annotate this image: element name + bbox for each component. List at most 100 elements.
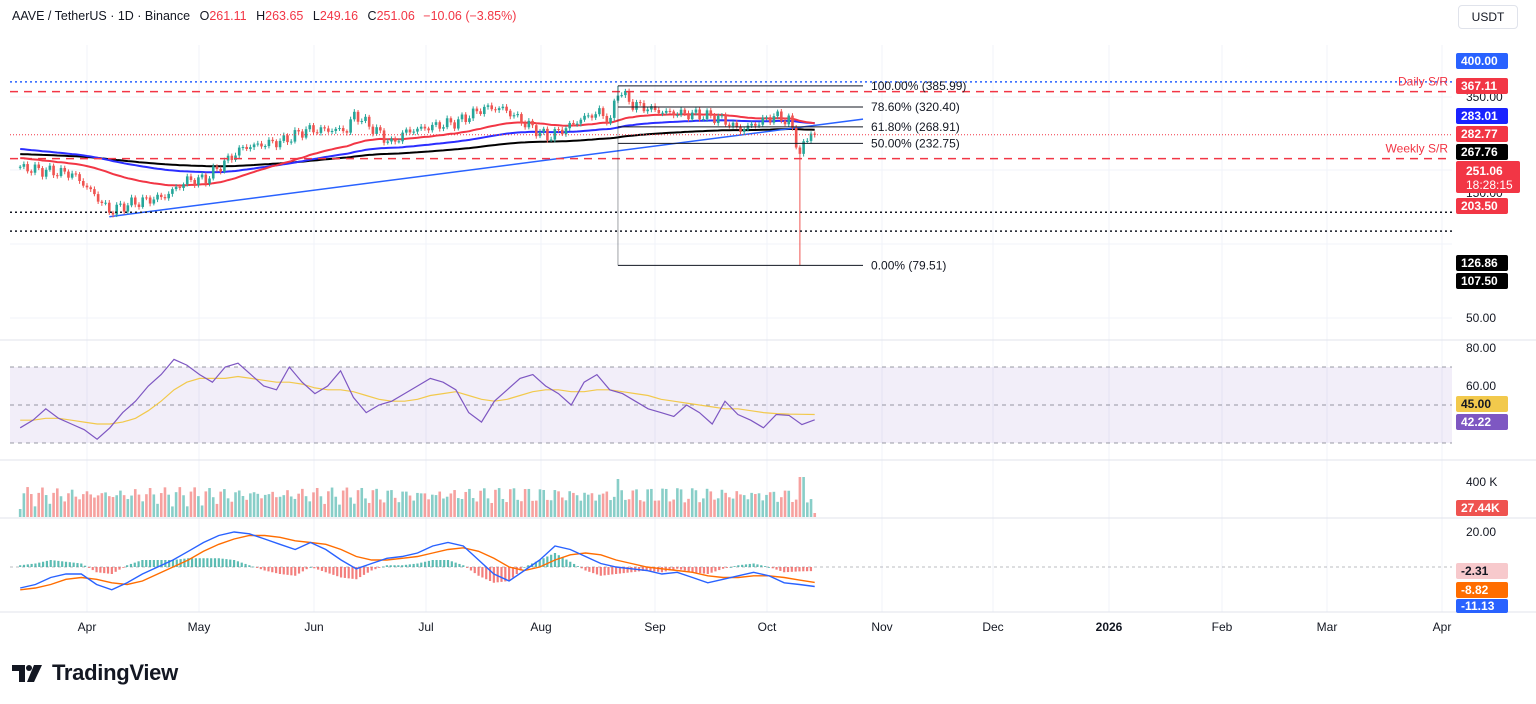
volume-bar bbox=[731, 498, 735, 517]
macd-histogram-bar bbox=[309, 567, 312, 568]
candle-body bbox=[96, 194, 100, 202]
candle-body bbox=[145, 197, 148, 199]
volume-bar bbox=[282, 495, 286, 517]
macd-histogram-bar bbox=[84, 565, 87, 567]
volume-bar bbox=[330, 487, 334, 517]
candle-body bbox=[809, 133, 813, 141]
candle-body bbox=[687, 113, 690, 120]
macd-histogram-bar bbox=[294, 567, 297, 576]
candle-body bbox=[341, 128, 345, 132]
macd-histogram-bar bbox=[317, 567, 320, 570]
candle-body bbox=[230, 155, 234, 160]
candle-body bbox=[813, 133, 817, 135]
macd-histogram-bar bbox=[229, 559, 232, 567]
volume-bar bbox=[813, 513, 817, 517]
level-126-label: 126.86 bbox=[1461, 256, 1498, 270]
candle-body bbox=[327, 128, 330, 132]
symbol-title[interactable]: AAVE / TetherUS · 1D · Binance bbox=[12, 9, 191, 23]
macd-histogram-bar bbox=[378, 567, 381, 568]
candle-body bbox=[679, 109, 683, 115]
macd-histogram-bar bbox=[702, 567, 706, 574]
macd-histogram-bar bbox=[580, 567, 583, 569]
candle-body bbox=[720, 115, 724, 117]
volume-bar bbox=[505, 502, 508, 517]
candle-body bbox=[278, 140, 282, 148]
candle-body bbox=[367, 116, 371, 127]
candle-body bbox=[497, 108, 501, 111]
volume-bar bbox=[757, 493, 761, 517]
candle-body bbox=[26, 164, 29, 172]
candle-body bbox=[263, 146, 267, 148]
macd-histogram-bar bbox=[668, 567, 671, 571]
candle-body bbox=[609, 117, 612, 124]
macd-histogram-bar bbox=[61, 561, 64, 567]
volume-axis-tick: 400 K bbox=[1466, 475, 1497, 489]
candle-body bbox=[408, 129, 412, 133]
macd-histogram-bar bbox=[469, 567, 473, 571]
candle-body bbox=[353, 111, 356, 120]
candle-body bbox=[349, 119, 352, 133]
candle-body bbox=[70, 173, 74, 178]
candle-body bbox=[501, 106, 505, 109]
candle-body bbox=[171, 189, 174, 194]
volume-bar bbox=[345, 487, 349, 517]
macd-histogram-bar bbox=[171, 560, 175, 567]
volume-bar bbox=[553, 490, 557, 517]
volume-bar bbox=[676, 488, 679, 517]
currency-button[interactable]: USDT bbox=[1458, 5, 1518, 29]
candle-body bbox=[590, 115, 594, 118]
macd-histogram-bar bbox=[370, 567, 373, 571]
volume-bar bbox=[642, 501, 646, 517]
macd-histogram-bar bbox=[748, 563, 751, 567]
macd-histogram-bar bbox=[794, 567, 797, 572]
macd-histogram-bar bbox=[523, 567, 526, 568]
candle-body bbox=[702, 119, 705, 121]
macd-histogram-bar bbox=[290, 567, 293, 576]
volume-bar bbox=[423, 493, 427, 517]
volume-bar bbox=[59, 496, 63, 517]
volume-bar bbox=[70, 489, 74, 517]
volume-bar bbox=[93, 497, 96, 517]
tradingview-logo[interactable]: TradingView bbox=[12, 660, 178, 686]
candle-body bbox=[783, 120, 787, 125]
macd-histogram-bar bbox=[733, 566, 736, 567]
x-tick-label: Mar bbox=[1317, 620, 1338, 634]
macd-histogram-bar bbox=[802, 567, 805, 572]
volume-bar bbox=[22, 493, 26, 517]
volume-bar bbox=[301, 488, 304, 517]
candle-body bbox=[516, 114, 520, 116]
candle-body bbox=[650, 106, 653, 110]
candle-body bbox=[379, 127, 382, 131]
macd-histogram-bar bbox=[255, 567, 259, 568]
candle-body bbox=[48, 165, 52, 170]
candle-body bbox=[482, 106, 486, 115]
candle-body bbox=[661, 112, 664, 114]
macd-histogram-bar bbox=[324, 567, 327, 573]
volume-bar bbox=[620, 490, 623, 517]
macd-histogram-bar bbox=[786, 567, 790, 573]
candle-body bbox=[405, 129, 408, 133]
candle-body bbox=[159, 194, 163, 198]
candle-body bbox=[386, 141, 390, 143]
volume-bar bbox=[586, 494, 590, 517]
candle-body bbox=[18, 166, 22, 168]
macd-histogram-bar bbox=[381, 566, 385, 568]
volume-bar bbox=[159, 493, 163, 517]
candle-body bbox=[189, 176, 193, 180]
macd-histogram-bar bbox=[607, 567, 610, 575]
volume-bar bbox=[542, 489, 545, 517]
candle-body bbox=[694, 109, 698, 113]
macd-histogram-bar bbox=[332, 567, 335, 575]
volume-bar bbox=[341, 490, 345, 517]
volume-bar bbox=[382, 502, 386, 517]
candle-body bbox=[646, 109, 649, 112]
candle-body bbox=[219, 168, 222, 172]
volume-bar bbox=[178, 487, 182, 517]
candle-body bbox=[44, 169, 48, 177]
tradingview-logo-icon bbox=[12, 665, 42, 682]
volume-bar bbox=[137, 494, 141, 517]
macd-histogram-bar bbox=[676, 567, 679, 569]
macd-histogram-bar bbox=[741, 564, 744, 567]
macd-histogram-bar bbox=[599, 567, 602, 576]
